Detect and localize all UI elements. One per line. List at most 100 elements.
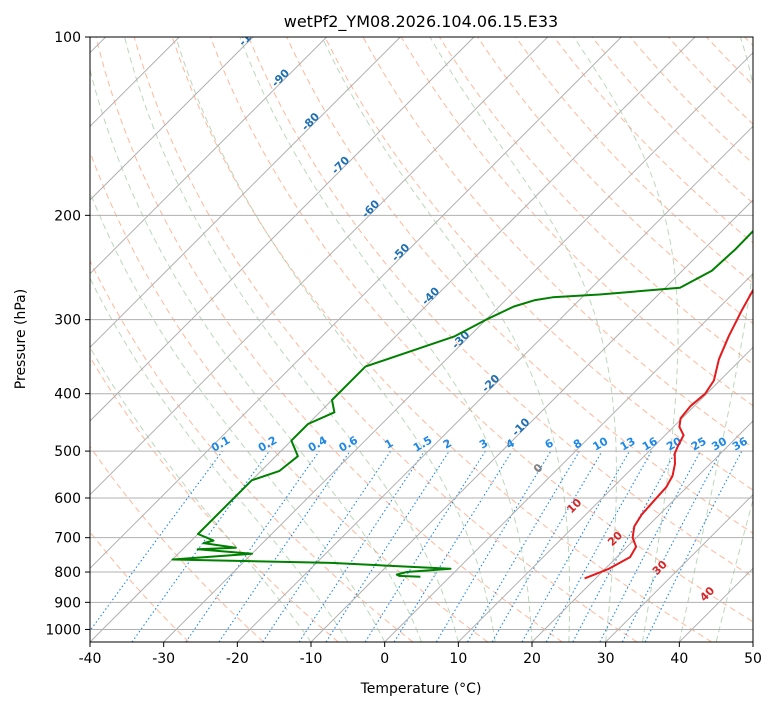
temperature-profile <box>584 288 753 580</box>
isotherm-label: -60 <box>359 197 382 220</box>
dry-adiabat <box>668 37 753 125</box>
y-tick-label: 400 <box>54 387 81 403</box>
background-lines <box>90 37 753 642</box>
isotherm-gridline <box>310 199 753 642</box>
y-tick-label: 100 <box>54 30 81 46</box>
dry-adiabat <box>90 356 339 642</box>
dry-adiabat <box>95 37 563 642</box>
y-tick-label: 900 <box>54 595 81 611</box>
mixing-ratio-line <box>131 450 270 642</box>
moist-adiabat <box>715 498 753 642</box>
mixing-ratio-label: 6 <box>543 436 556 451</box>
mixing-ratio-label: 2 <box>441 437 454 452</box>
dry-adiabat <box>324 37 753 491</box>
dry-adiabat <box>171 37 712 642</box>
y-tick-label: 500 <box>54 444 81 460</box>
isotherm-label: -50 <box>389 241 412 264</box>
moist-adiabat <box>90 190 386 642</box>
moist-adiabat-label: 20 <box>605 529 625 549</box>
moist-adiabat <box>752 640 753 642</box>
moist-adiabat-label: 10 <box>564 496 584 516</box>
moist-adiabat <box>90 277 349 642</box>
dry-adiabat <box>515 37 753 284</box>
profile-lines <box>171 229 753 580</box>
isotherm-label: -70 <box>329 154 352 177</box>
dry-adiabat <box>90 150 488 642</box>
dry-adiabat <box>90 445 264 642</box>
dry-adiabat <box>210 37 753 623</box>
plot-frame <box>89 36 754 643</box>
x-axis-title: Temperature (°C) <box>360 681 482 697</box>
moist-adiabat <box>90 346 312 642</box>
isotherm-label: -10 <box>509 415 532 438</box>
dewpoint-profile <box>171 229 753 578</box>
isotherm-gridline <box>90 37 328 275</box>
y-tick-label: 200 <box>54 208 81 224</box>
isotherm-gridline <box>163 51 753 642</box>
isotherm-label: -30 <box>449 328 472 351</box>
dry-adiabat <box>591 37 753 204</box>
mixing-ratio-line <box>298 450 425 642</box>
isotherm-gridline <box>457 346 753 642</box>
moist-adiabat <box>678 37 753 642</box>
isotherm-label: -80 <box>299 110 322 133</box>
mixing-ratio-line <box>467 450 580 642</box>
mixing-ratio-line <box>521 450 630 642</box>
mixing-ratio-line <box>393 450 513 642</box>
moist-adiabat <box>239 37 533 642</box>
x-axis: -40 -30 -20 -10 0 10 20 30 40 50 <box>79 642 762 667</box>
dry-adiabat <box>248 37 753 578</box>
isotherm-label: -20 <box>479 372 502 395</box>
x-tick-label: 20 <box>523 651 541 667</box>
moist-adiabat-label: 40 <box>697 584 717 604</box>
isotherm-label: -100 <box>236 20 265 49</box>
x-tick-label: -40 <box>79 651 102 667</box>
moist-adiabat <box>124 37 459 642</box>
y-tick-label: 600 <box>54 491 81 507</box>
isotherm-gridline <box>90 37 549 496</box>
isotherm-gridline <box>384 272 753 642</box>
isotherm-gridline <box>90 37 475 422</box>
dry-adiabat <box>90 259 414 642</box>
y-tick-label: 1000 <box>45 622 81 638</box>
mixing-ratio-line <box>644 450 743 642</box>
isotherm-gridline <box>531 420 753 642</box>
mixing-ratio-line <box>325 450 450 642</box>
y-axis-title: Pressure (hPa) <box>13 289 29 389</box>
mixing-ratio-label: 4 <box>504 436 517 451</box>
dry-adiabat <box>133 37 638 642</box>
dry-adiabat <box>744 37 753 47</box>
moist-adiabat <box>429 37 617 642</box>
x-tick-label: 40 <box>670 651 688 667</box>
isotherm-label: -90 <box>269 66 292 89</box>
dry-adiabat <box>553 37 753 244</box>
mixing-ratio-line <box>90 450 223 632</box>
isotherm-label: -40 <box>419 284 442 307</box>
x-tick-label: 50 <box>744 651 762 667</box>
dry-adiabat <box>286 37 753 534</box>
mixing-ratio-line <box>572 450 677 642</box>
isotherm-gridline <box>752 641 753 642</box>
mixing-ratio-line <box>218 450 351 642</box>
isotherm-gridline <box>90 37 622 570</box>
mixing-ratio-line <box>364 450 486 642</box>
moist-adiabat <box>321 37 571 642</box>
y-tick-label: 800 <box>54 565 81 581</box>
isotherm-gridline <box>90 37 401 349</box>
mixing-ratio-line <box>185 450 320 642</box>
x-tick-label: 10 <box>449 651 467 667</box>
x-tick-label: -30 <box>152 651 175 667</box>
isotherm-gridline <box>90 37 696 642</box>
chart-title: wetPf2_YM08.2026.104.06.15.E33 <box>284 12 558 32</box>
x-tick-label: 0 <box>380 651 389 667</box>
y-tick-label: 300 <box>54 313 81 329</box>
x-tick-label: 30 <box>597 651 615 667</box>
mixing-ratio-line <box>262 450 392 642</box>
x-tick-label: -20 <box>226 651 249 667</box>
moist-adiabat <box>175 37 496 642</box>
y-axis: 100 200 300 400 500 600 700 800 900 1000 <box>45 30 90 638</box>
dry-adiabat <box>706 37 753 86</box>
mixing-ratio-line <box>435 450 552 642</box>
x-tick-label: -10 <box>300 651 323 667</box>
